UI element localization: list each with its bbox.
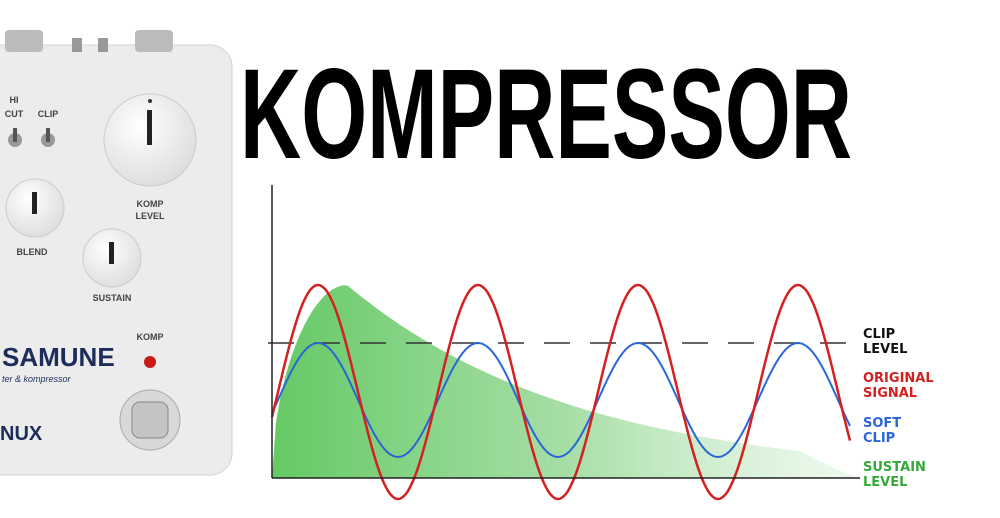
pedal-label: SUSTAIN [93, 293, 132, 303]
pedal-label: KOMP [137, 332, 164, 342]
sustain-area [272, 285, 860, 478]
legend-label: SIGNAL [863, 386, 917, 401]
legend-label: SOFT [863, 416, 901, 431]
pedal-label: BLEND [17, 247, 48, 257]
legend-label: CLIP [863, 431, 895, 446]
brand: NUX [0, 423, 43, 445]
pedal-name: SAMUNE [2, 342, 115, 372]
legend-label: LEVEL [863, 342, 907, 357]
pedal-label: LEVEL [135, 211, 165, 221]
legend-label: ORIGINAL [863, 371, 934, 386]
legend-label: SUSTAIN [863, 460, 926, 475]
pedal-label: CLIP [38, 109, 59, 119]
diagram [268, 185, 860, 501]
pedal-label: CUT [5, 109, 24, 119]
pedal: HI CUT CLIP KOMP LEVEL BLEND SUSTAIN KOM… [0, 30, 233, 476]
pedal-label: KOMP [137, 199, 164, 209]
legend-label: CLIP [863, 327, 895, 342]
pedal-label: HI [10, 95, 19, 105]
pedal-subtitle: ter & kompressor [2, 374, 72, 384]
original-wave [270, 283, 852, 501]
title: KOMPRESSOR [240, 43, 852, 186]
legend-label: LEVEL [863, 475, 907, 490]
